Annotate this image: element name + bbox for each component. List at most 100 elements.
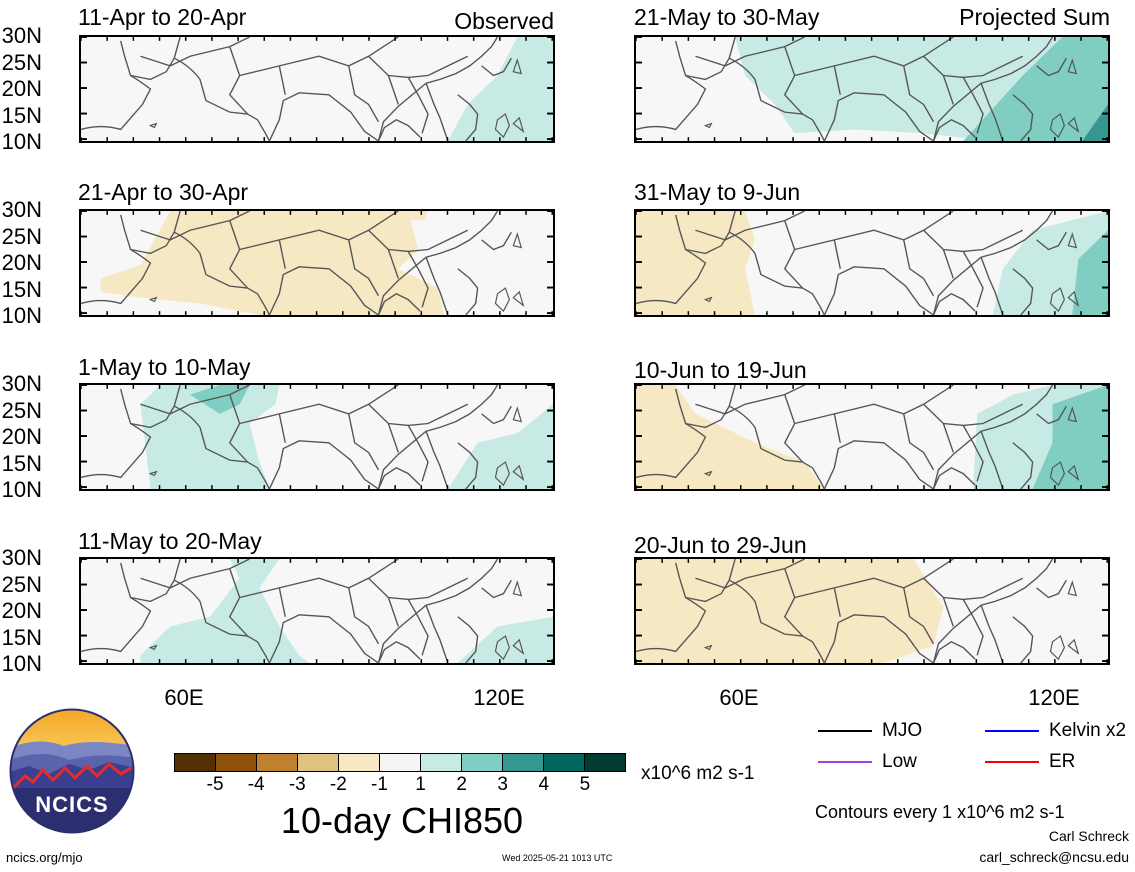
- website-link[interactable]: ncics.org/mjo: [6, 850, 83, 865]
- coastline: [239, 559, 399, 599]
- coastline: [783, 220, 804, 289]
- coastline: [695, 37, 805, 67]
- island: [703, 122, 713, 129]
- lat-label: 20N: [1, 424, 42, 449]
- coastline: [932, 211, 1054, 315]
- coastline: [377, 559, 499, 663]
- colorbar-tick: 4: [538, 774, 550, 795]
- coastline: [377, 385, 499, 489]
- lon-label: 60E: [719, 685, 759, 710]
- coastline: [903, 587, 935, 645]
- coastline: [239, 211, 399, 251]
- anomaly-shading: [388, 211, 429, 221]
- timestamp: Wed 2025-05-21 1013 UTC: [502, 853, 613, 863]
- coastline: [173, 579, 248, 637]
- coastline: [348, 413, 380, 471]
- coastline: [833, 65, 841, 95]
- lat-label: 30N: [1, 23, 42, 48]
- colorbar-swatch: [257, 754, 298, 771]
- coastline: [377, 119, 421, 141]
- island: [1049, 113, 1066, 139]
- anomaly-shading: [636, 211, 755, 315]
- lat-label: 20N: [1, 598, 42, 623]
- coastline: [794, 385, 954, 425]
- coastline: [783, 568, 804, 637]
- author-email[interactable]: carl_schreck@ncsu.edu: [979, 849, 1129, 865]
- map-panel: [634, 209, 1110, 317]
- coastline: [903, 65, 935, 123]
- coastline: [980, 256, 1004, 315]
- island: [703, 470, 713, 477]
- coastline: [833, 239, 841, 269]
- map-svg: [636, 385, 1108, 489]
- coastline: [903, 413, 935, 471]
- coastline: [173, 57, 248, 115]
- coastline: [278, 587, 286, 617]
- island: [512, 116, 525, 133]
- island: [494, 287, 511, 313]
- coastline: [228, 394, 249, 463]
- coastline: [685, 385, 736, 429]
- legend-er: ER: [985, 752, 1075, 772]
- coastline: [685, 211, 736, 255]
- coastline: [140, 37, 250, 67]
- author-name: Carl Schreck: [1048, 828, 1129, 844]
- coastline: [1036, 405, 1067, 425]
- coastline: [728, 405, 803, 463]
- lat-label: 15N: [1, 276, 42, 302]
- legend-line-er: [985, 761, 1039, 763]
- coastline: [794, 37, 954, 77]
- lat-label: 10N: [1, 651, 42, 676]
- coastline: [980, 430, 1004, 489]
- anomaly-shading: [636, 559, 944, 663]
- coastline: [425, 82, 449, 141]
- coastline: [636, 214, 707, 305]
- coastline: [239, 37, 399, 77]
- coastline: [833, 587, 841, 617]
- coastline: [268, 614, 379, 663]
- observed-label: Observed: [454, 8, 554, 34]
- coastline: [963, 403, 1024, 427]
- panel-title: 1-May to 10-May: [78, 354, 251, 380]
- coastline: [1012, 94, 1034, 141]
- legend-low: Low: [818, 752, 917, 772]
- island: [512, 464, 525, 481]
- colorbar-tick: -4: [247, 774, 265, 795]
- panel-title: 31-May to 9-Jun: [634, 179, 801, 205]
- legend-label: MJO: [882, 720, 923, 741]
- coastline: [802, 287, 826, 315]
- map-svg: [636, 37, 1108, 141]
- colorbar-swatch: [585, 754, 625, 771]
- coastline: [963, 577, 1024, 601]
- coastline: [417, 616, 429, 656]
- coastline: [387, 75, 399, 105]
- island: [148, 470, 158, 477]
- coastline: [377, 37, 499, 141]
- contours-note: Contours every 1 x10^6 m2 s-1: [815, 802, 1065, 822]
- coastline: [481, 57, 512, 77]
- island: [512, 406, 523, 423]
- coastline: [980, 604, 1004, 663]
- ncics-logo[interactable]: NCICS: [9, 708, 135, 834]
- lat-label: 10N: [1, 477, 42, 502]
- coastline: [823, 440, 934, 489]
- coastline: [408, 403, 469, 427]
- panel-title: 11-May to 20-May: [78, 528, 262, 554]
- coastline: [425, 430, 449, 489]
- legend-mjo: MJO: [818, 721, 922, 741]
- colorbar-tick: 1: [415, 774, 426, 795]
- coastline: [794, 559, 954, 599]
- coastline: [348, 65, 380, 123]
- legend-label: Kelvin x2: [1049, 720, 1127, 741]
- anomaly-shading: [100, 211, 444, 315]
- coastline: [425, 604, 449, 663]
- coastline: [481, 405, 512, 425]
- coastline: [348, 239, 380, 297]
- lon-label: 120E: [1028, 685, 1080, 710]
- coastline: [457, 442, 479, 489]
- coastline: [932, 641, 976, 663]
- island: [1067, 290, 1080, 307]
- colorbar-swatch: [462, 754, 503, 771]
- anomaly-shading: [1032, 385, 1108, 489]
- coastline: [972, 616, 984, 656]
